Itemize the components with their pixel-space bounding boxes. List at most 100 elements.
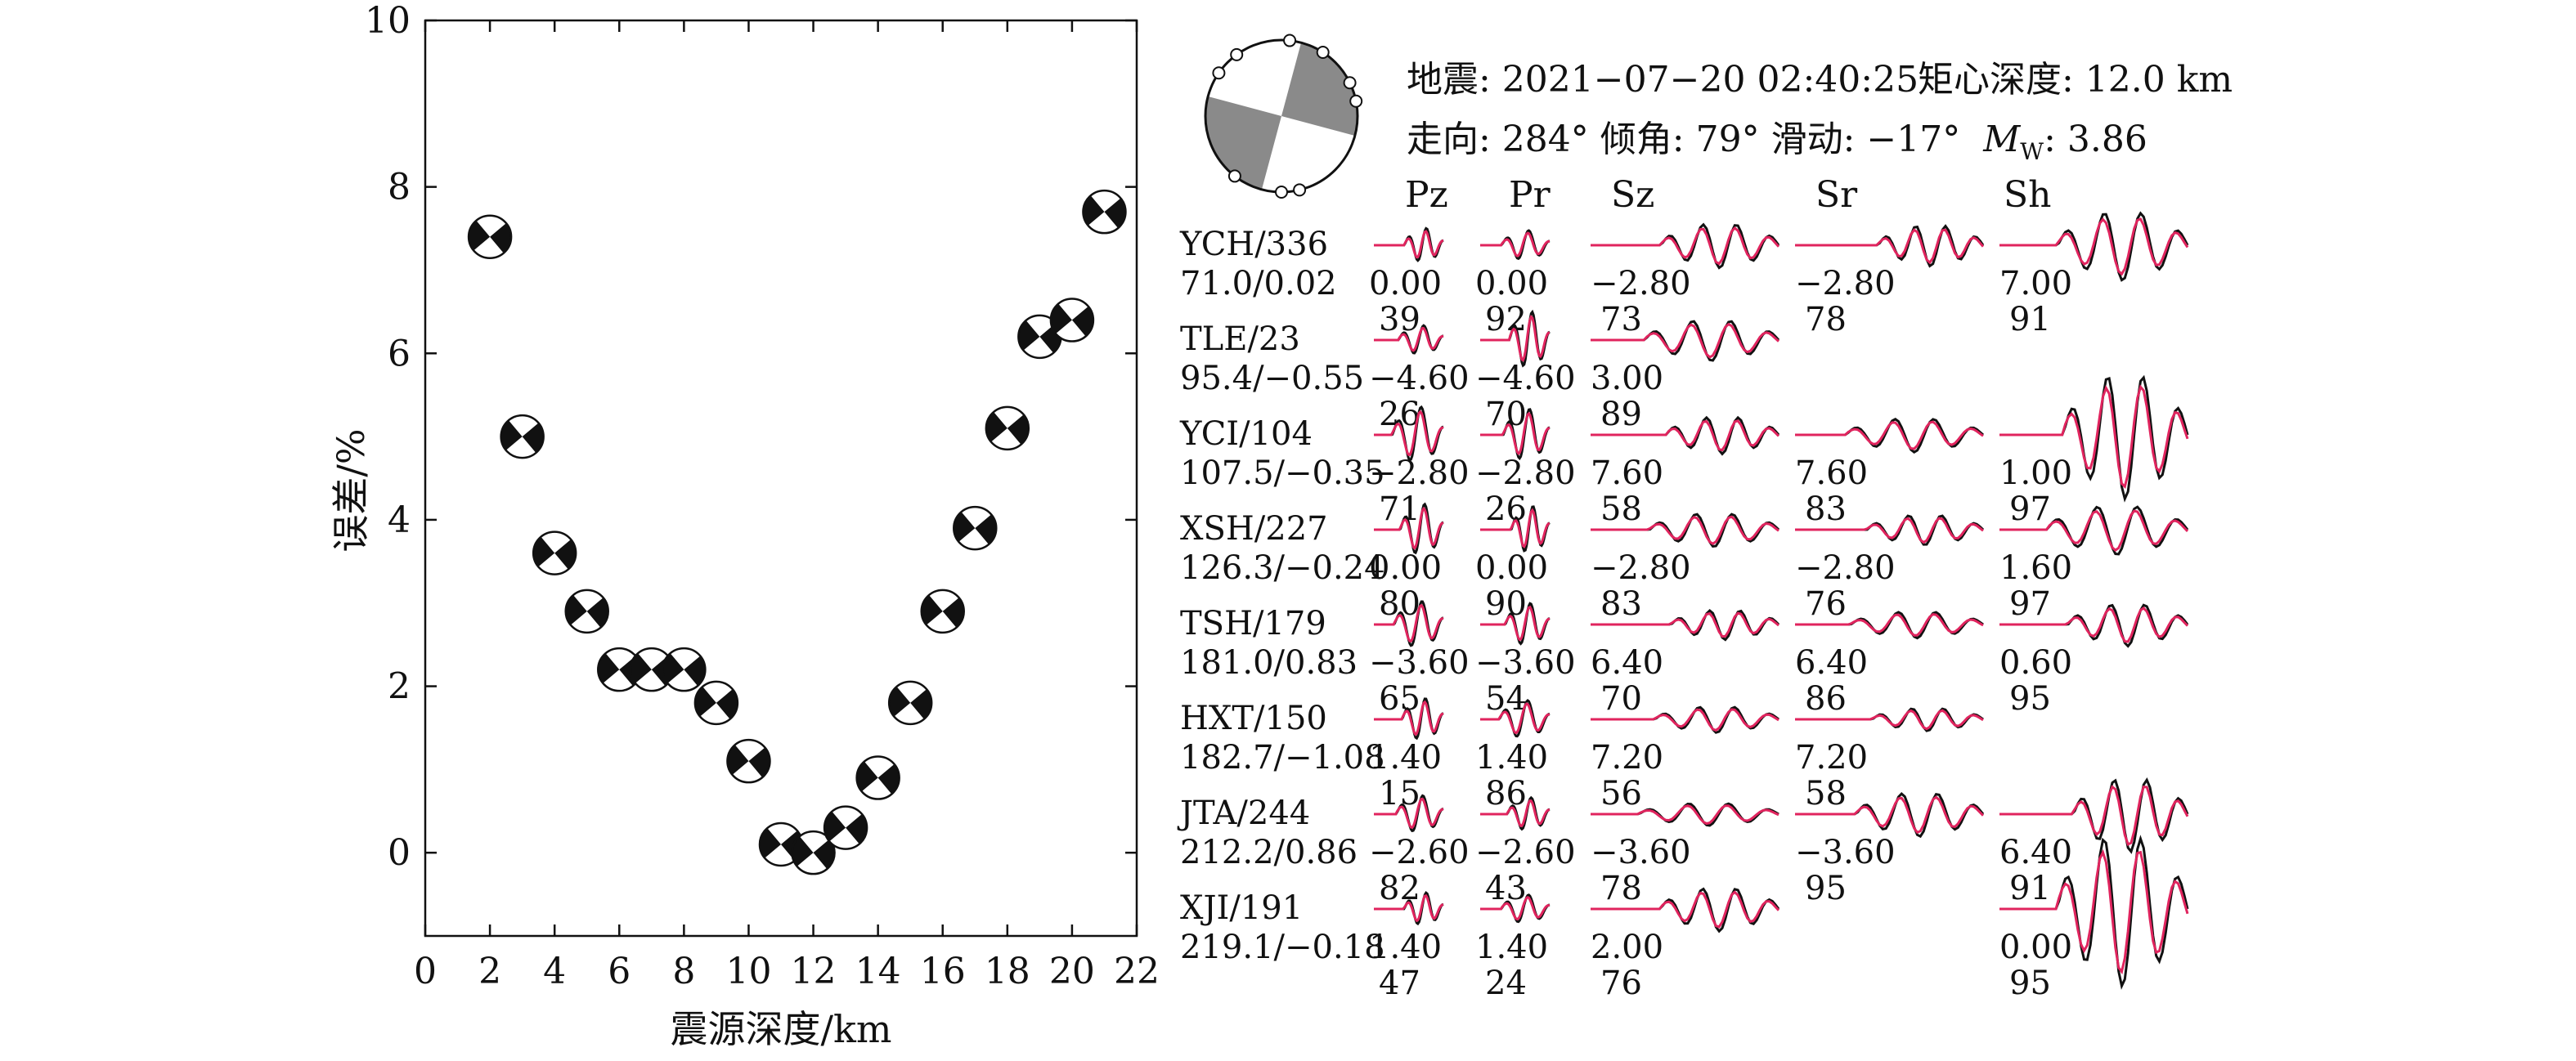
correlation-label: 91 (2009, 301, 2051, 338)
correlation-label: 26 (1485, 490, 1527, 528)
time-shift-label: −3.60 (1591, 834, 1691, 871)
correlation-label: 76 (1600, 965, 1642, 1002)
beachball-points (467, 189, 1127, 875)
station-polarity-marker-6 (1227, 169, 1241, 183)
time-shift-label: 7.60 (1795, 454, 1868, 492)
correlation-label: 56 (1600, 775, 1642, 813)
synthetic-waveform (1795, 517, 1984, 544)
beachball-point-13 (887, 680, 933, 726)
time-shift-label: 0.00 (1475, 549, 1548, 587)
synthetic-waveform (1591, 515, 1779, 545)
station-name: XJI/191 (1180, 889, 1303, 927)
synthetic-waveform (1591, 322, 1780, 359)
y-tick-label-2: 4 (388, 499, 411, 541)
synthetic-waveform (1795, 613, 1984, 637)
station-distance-shift: 107.5/−0.35 (1180, 454, 1385, 492)
station-name: HXT/150 (1180, 700, 1327, 737)
station-name: TLE/23 (1180, 320, 1300, 358)
x-tick-label-9: 18 (985, 951, 1030, 992)
station-distance-shift: 182.7/−1.08 (1180, 739, 1385, 777)
y-tick-label-3: 6 (388, 333, 411, 374)
time-shift-label: 6.40 (1591, 644, 1663, 682)
time-shift-label: 7.20 (1591, 739, 1663, 777)
synthetic-waveform (1374, 410, 1444, 456)
synthetic-waveform (1795, 420, 1984, 450)
station-name: YCI/104 (1179, 415, 1313, 453)
correlation-label: 86 (1485, 775, 1527, 813)
header-mechanism: 走向: 284° 倾角: 79° 滑动: −17° MW: 3.86 (1407, 119, 2147, 165)
time-shift-label: 1.40 (1475, 929, 1548, 966)
time-shift-label: 1.00 (1999, 454, 2072, 492)
y-tick-label-0: 0 (388, 832, 411, 874)
correlation-label: 65 (1379, 680, 1420, 718)
beachball-point-14 (920, 589, 965, 634)
y-tick-label-1: 2 (388, 666, 411, 708)
time-shift-label: 0.00 (1475, 265, 1548, 302)
station-row-yci: YCI/104107.5/−0.35−2.8071−2.80267.60587.… (1179, 374, 2189, 528)
synthetic-waveform (1480, 411, 1551, 455)
time-shift-label: 6.40 (1795, 644, 1868, 682)
x-tick-label-11: 22 (1114, 951, 1160, 992)
beachball-point-19 (1082, 189, 1127, 235)
x-tick-label-6: 12 (791, 951, 837, 992)
component-headers: Pz Pr Sz Sr Sh (1405, 174, 2051, 216)
time-shift-label: 2.00 (1591, 929, 1663, 966)
correlation-label: 83 (1600, 585, 1642, 623)
correlation-label: 83 (1805, 490, 1847, 528)
correlation-label: 91 (2009, 870, 2051, 907)
correlation-label: 24 (1485, 965, 1527, 1002)
synthetic-waveform (1999, 607, 2189, 643)
beachball-point-15 (953, 505, 998, 551)
time-shift-label: −3.60 (1369, 644, 1470, 682)
synthetic-waveform (1795, 795, 1985, 835)
beachball-point-16 (985, 405, 1030, 451)
time-shift-label: −2.60 (1369, 834, 1470, 871)
time-shift-label: −4.60 (1475, 360, 1576, 397)
synthetic-waveform (1591, 611, 1779, 638)
synthetic-waveform (1999, 785, 2189, 846)
time-shift-label: 7.60 (1591, 454, 1663, 492)
synthetic-waveform (1374, 603, 1444, 643)
component-header-sh: Sh (2004, 174, 2051, 216)
x-axis-ticks: 0 2 4 6 8 10 12 14 16 18 20 22 (414, 20, 1160, 992)
y-tick-label-5: 10 (365, 0, 411, 42)
station-polarity-marker-7 (1275, 186, 1288, 199)
synthetic-waveform (1480, 799, 1551, 828)
main-focal-mechanism (1204, 34, 1363, 199)
time-shift-label: −2.60 (1475, 834, 1576, 871)
correlation-label: 39 (1379, 301, 1420, 338)
beachball-point-2 (532, 530, 577, 575)
station-name: JTA/244 (1177, 795, 1310, 832)
synthetic-waveform (1374, 700, 1444, 736)
time-shift-label: −2.80 (1475, 454, 1576, 492)
time-shift-label: 0.60 (1999, 644, 2072, 682)
station-row-xji: XJI/191219.1/−0.181.40471.40242.00760.00… (1180, 835, 2189, 1002)
station-polarity-marker-2 (1316, 46, 1330, 60)
component-header-pr: Pr (1509, 174, 1551, 216)
station-row-hxt: HXT/150182.7/−1.081.40151.40867.20567.20… (1180, 697, 1984, 813)
correlation-label: 82 (1379, 870, 1420, 907)
time-shift-label: −2.80 (1369, 454, 1470, 492)
time-shift-label: −2.80 (1591, 265, 1691, 302)
time-shift-label: 7.00 (1999, 265, 2072, 302)
synthetic-waveform (1591, 804, 1779, 826)
synthetic-waveform (1480, 231, 1551, 257)
x-tick-label-0: 0 (414, 951, 437, 992)
synthetic-waveform (1480, 508, 1551, 548)
time-shift-label: 1.40 (1475, 739, 1548, 777)
station-polarity-marker-8 (1293, 183, 1307, 197)
synthetic-waveform (1591, 419, 1780, 452)
correlation-label: 97 (2009, 585, 2051, 623)
synthetic-waveform (1999, 217, 2189, 276)
correlation-label: 73 (1600, 301, 1642, 338)
time-shift-label: −3.60 (1795, 834, 1896, 871)
station-polarity-marker-4 (1349, 94, 1363, 108)
y-axis-ticks: 0 2 4 6 8 10 (365, 0, 1137, 874)
y-tick-label-4: 8 (388, 167, 411, 208)
time-shift-label: −3.60 (1475, 644, 1576, 682)
synthetic-waveform (1480, 315, 1551, 362)
